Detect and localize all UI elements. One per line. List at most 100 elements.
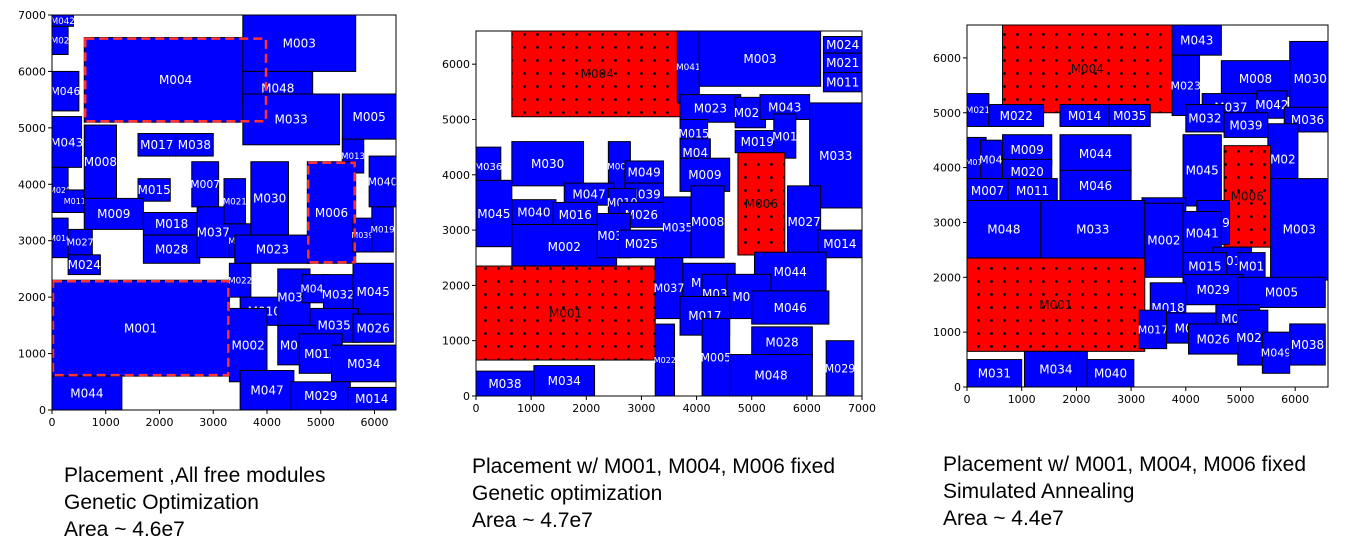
module-label: M038 (178, 138, 211, 152)
module-m026 (1188, 323, 1239, 355)
module-label: M024 (826, 38, 859, 52)
module-m048 (967, 200, 1042, 259)
module-label: M042 (1255, 98, 1288, 112)
module-label: M030 (1294, 72, 1327, 86)
module-m004 (511, 31, 684, 118)
module-label: M048 (754, 369, 787, 383)
module-m029 (825, 340, 855, 396)
module-m003 (242, 15, 357, 72)
x-tick-label: 5000 (738, 402, 766, 415)
y-tick-label: 6000 (933, 52, 961, 65)
x-tick-label: 4000 (253, 416, 281, 429)
module-label: M013 (341, 152, 365, 162)
module-m004 (1002, 25, 1173, 114)
y-tick-label: 2000 (933, 271, 961, 284)
module-label: M046 (1079, 179, 1112, 193)
module-label: M026 (625, 208, 658, 222)
module-label: M005 (700, 351, 731, 364)
x-tick-label: 7000 (848, 402, 876, 415)
module-m001 (967, 257, 1146, 352)
module-m035 (662, 196, 692, 259)
x-tick-label: 4000 (1172, 393, 1200, 406)
module-m033 (1040, 200, 1146, 259)
module-label: M009 (97, 207, 130, 221)
module-label: M039 (351, 231, 373, 240)
module-label: M018 (155, 217, 188, 231)
module-m043 (1171, 25, 1222, 56)
module-label: M009 (688, 168, 721, 182)
caption-panel-3: Placement w/ M001, M004, M006 fixed Simu… (943, 451, 1306, 532)
module-label: M046 (774, 301, 807, 315)
module-m008 (690, 185, 725, 259)
module-label: M034 (548, 374, 581, 388)
module-label: M002 (232, 338, 265, 352)
module-m043 (52, 116, 83, 168)
module-label: M033 (1076, 223, 1109, 237)
module-label: M001 (124, 321, 157, 335)
module-m034 (533, 365, 596, 396)
y-tick-label: 1000 (933, 326, 961, 339)
module-label: M041 (676, 63, 701, 73)
module-label: M004 (581, 67, 614, 81)
module-label: M037 (654, 282, 685, 295)
module-m025 (618, 229, 664, 259)
module-label: M014 (1068, 109, 1101, 123)
module-label: M040 (1094, 367, 1127, 381)
module-label: M015 (137, 183, 170, 197)
module-label: M017 (140, 138, 173, 152)
module-label: M047 (979, 153, 1010, 166)
module-m007 (191, 161, 220, 208)
module-label: M010 (965, 158, 987, 167)
module-m002 (1144, 202, 1184, 278)
module-label: M006 (1231, 190, 1264, 204)
module-label: M040 (517, 205, 550, 219)
module-label: M007 (607, 163, 632, 173)
module-label: M049 (1261, 347, 1292, 360)
module-m027 (67, 228, 93, 256)
module-label: M033 (819, 149, 852, 163)
module-label: M007 (971, 184, 1004, 198)
module-label: M01 (1239, 260, 1265, 274)
module-label: M019 (371, 226, 395, 236)
module-label: M015 (1188, 260, 1221, 274)
module-label: M015 (678, 127, 709, 140)
module-m019 (371, 206, 394, 253)
module-m02 (52, 25, 69, 55)
module-label: M043 (1180, 33, 1213, 47)
module-label: M002 (1147, 234, 1180, 248)
module-label: M029 (1197, 283, 1230, 297)
module-label: M035 (662, 221, 693, 234)
module-label: M022 (228, 276, 252, 286)
module-label: M008 (1239, 72, 1272, 86)
module-label: M048 (261, 82, 294, 96)
caption-line-1: Placement w/ M001, M004, M006 fixed (943, 453, 1307, 476)
module-label: M019 (741, 135, 774, 149)
y-tick-label: 2000 (18, 291, 46, 304)
caption-line-2: Genetic Optimization (64, 491, 259, 514)
module-label: M030 (253, 192, 286, 206)
module-m030 (250, 161, 289, 236)
module-m038 (175, 133, 214, 157)
module-label: M048 (987, 223, 1020, 237)
module-label: M038 (488, 377, 521, 391)
module-m017 (1138, 309, 1168, 350)
module-label: M043 (50, 135, 83, 149)
module-label: M028 (765, 335, 798, 349)
module-label: M033 (275, 113, 308, 127)
module-label: M026 (1197, 332, 1230, 346)
x-tick-label: 0 (473, 402, 480, 415)
module-label: M034 (1039, 362, 1072, 376)
plot-frame (966, 24, 1329, 388)
module-m045 (1182, 134, 1222, 207)
y-tick-label: 3000 (933, 216, 961, 229)
module-label: M047 (572, 187, 605, 201)
module-m023 (679, 94, 742, 123)
module-m038 (476, 370, 535, 396)
module-label: M004 (159, 73, 192, 87)
fixed-outline (52, 279, 230, 377)
module-label: M020 (49, 186, 71, 195)
module-m037 (654, 257, 684, 320)
module-label: M006 (745, 197, 778, 211)
module-label: M005 (352, 110, 385, 124)
